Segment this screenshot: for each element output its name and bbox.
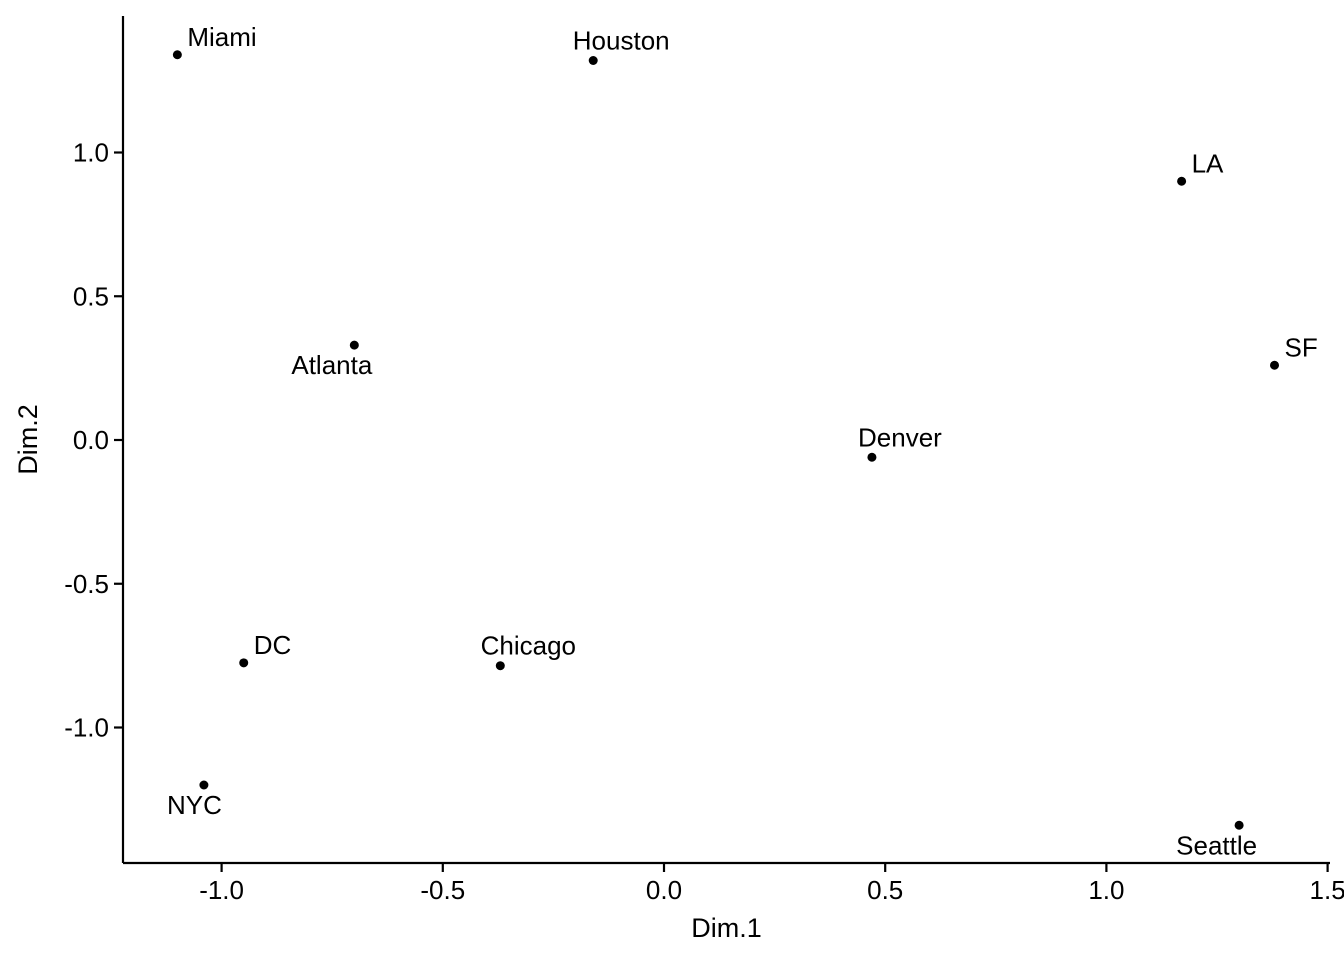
- point-label: Atlanta: [291, 350, 372, 380]
- y-tick-label: 1.0: [73, 138, 109, 168]
- x-axis-ticks: -1.0 -0.5 0.0 0.5 1.0 1.5: [199, 863, 1344, 905]
- y-tick-label: 0.5: [73, 281, 109, 311]
- point-label: SF: [1285, 332, 1318, 362]
- x-tick-label: 0.0: [646, 875, 682, 905]
- x-axis-title: Dim.1: [691, 913, 762, 943]
- plot-area: Miami Houston LA SF Atlanta Denver DC Chicago NY…: [167, 22, 1318, 861]
- data-point: [239, 658, 249, 668]
- point-label: Seattle: [1176, 830, 1257, 860]
- y-axis-ticks: -1.0 -0.5 0.0 0.5 1.0: [64, 138, 123, 743]
- data-point: [349, 340, 359, 350]
- data-point: [588, 56, 598, 65]
- data-point: [1177, 176, 1187, 186]
- data-point: [867, 452, 877, 462]
- point-label: Miami: [187, 22, 256, 52]
- y-axis-title: Dim.2: [13, 404, 43, 475]
- x-tick-label: -0.5: [420, 875, 465, 905]
- y-tick-label: -1.0: [64, 713, 109, 743]
- x-tick-label: 1.5: [1310, 875, 1344, 905]
- point-label: Chicago: [481, 631, 576, 661]
- y-tick-label: -0.5: [64, 569, 109, 599]
- data-point: [199, 780, 209, 790]
- x-tick-label: 0.5: [867, 875, 903, 905]
- data-point: [1234, 820, 1244, 830]
- data-point: [495, 661, 505, 671]
- point-label: LA: [1192, 148, 1224, 178]
- point-label: NYC: [167, 790, 222, 820]
- x-tick-label: -1.0: [199, 875, 244, 905]
- y-tick-label: 0.0: [73, 425, 109, 455]
- x-tick-label: 1.0: [1088, 875, 1124, 905]
- point-label: DC: [254, 630, 292, 660]
- data-point: [172, 50, 182, 60]
- point-label: Houston: [573, 26, 670, 56]
- point-label: Denver: [858, 422, 942, 452]
- data-point: [1270, 360, 1280, 370]
